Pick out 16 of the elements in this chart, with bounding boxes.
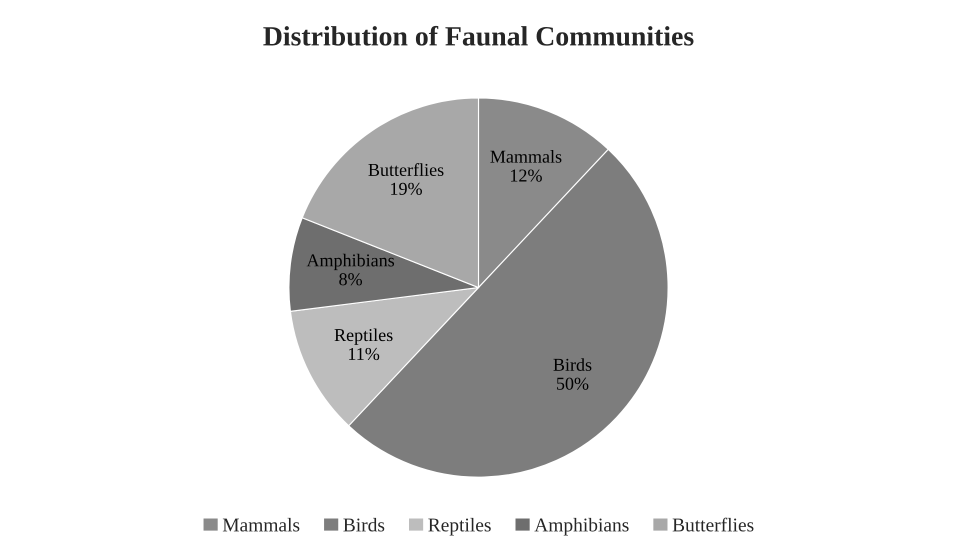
slice-label: Reptiles <box>334 328 393 345</box>
chart-title: Distribution of Faunal Communities <box>263 26 694 46</box>
slice-label: Amphibians <box>306 254 394 270</box>
slice-label: Birds <box>553 358 592 371</box>
legend-label: Amphibians <box>534 518 629 536</box>
legend-label: Mammals <box>222 518 300 532</box>
data-label: 50% <box>556 378 588 390</box>
legend-label: Reptiles <box>428 518 491 536</box>
legend-label: Birds <box>343 518 384 532</box>
slice-label: Mammals <box>490 150 562 163</box>
slice-label: Butterflies <box>368 163 444 176</box>
data-label: 11% <box>349 348 380 360</box>
data-label: 19% <box>391 182 422 195</box>
data-label: 12% <box>511 169 542 182</box>
legend-label: Butterflies <box>672 518 754 532</box>
data-label: 8% <box>339 273 362 286</box>
